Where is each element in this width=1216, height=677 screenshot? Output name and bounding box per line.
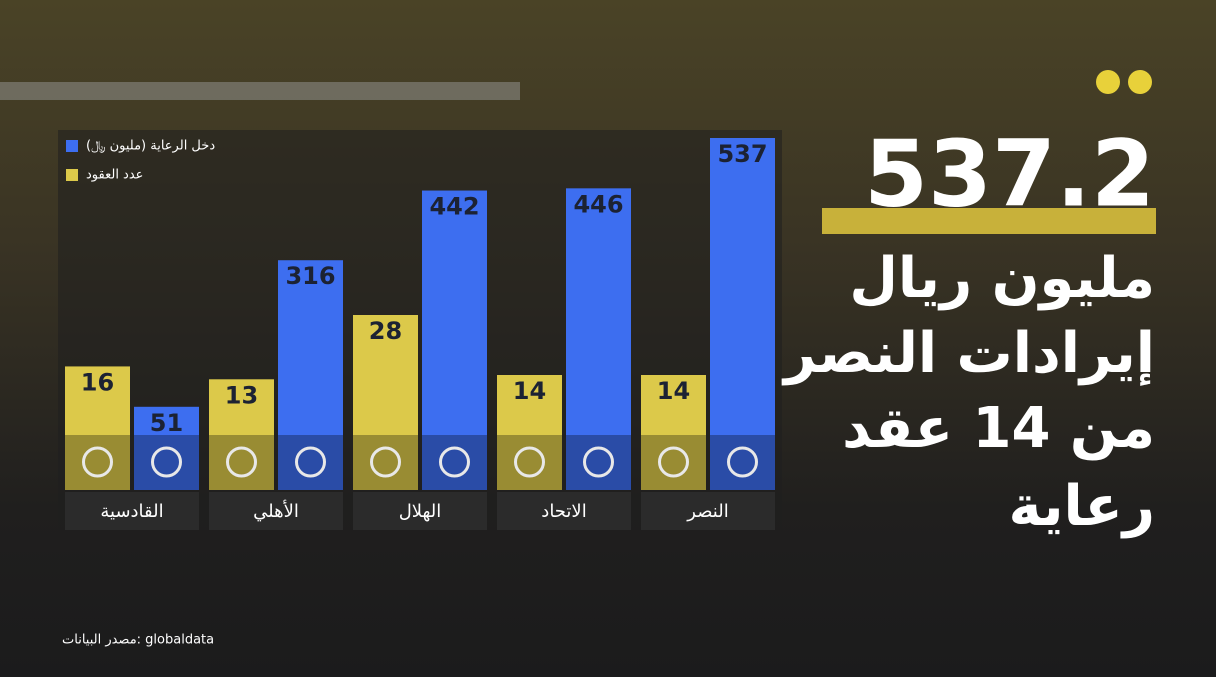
value-label: 51	[150, 409, 183, 437]
logo-band	[134, 435, 199, 490]
legend-label: دخل الرعاية (مليون ﷼)	[86, 139, 215, 154]
club-logo	[439, 446, 470, 478]
bar	[209, 379, 274, 490]
value-label: 446	[573, 190, 623, 218]
legend-swatch	[66, 140, 78, 152]
value-label: 13	[225, 381, 258, 409]
headline-number: 537.2	[864, 120, 1155, 227]
value-label: 442	[429, 193, 479, 221]
label-box	[209, 492, 343, 530]
logo-band	[353, 435, 418, 490]
logo-band	[422, 435, 487, 490]
bar	[353, 315, 418, 490]
bar	[65, 366, 130, 490]
value-label: 28	[369, 317, 402, 345]
value-label: 14	[657, 377, 690, 405]
category-label: القادسية	[100, 501, 163, 522]
dot	[1128, 70, 1152, 94]
logo-band	[497, 435, 562, 490]
dot	[1096, 70, 1120, 94]
club-logo	[370, 446, 401, 478]
logo-band	[641, 435, 706, 490]
bar	[710, 138, 775, 490]
club-logo	[514, 446, 545, 478]
legend-swatch	[66, 169, 78, 181]
goal-post	[0, 82, 520, 100]
logo-band	[710, 435, 775, 490]
value-label: 14	[513, 377, 546, 405]
club-logo	[151, 446, 182, 478]
category-label: النصر	[686, 501, 728, 522]
label-box	[641, 492, 775, 530]
bar	[566, 188, 631, 491]
logo-band	[566, 435, 631, 490]
bar	[641, 375, 706, 490]
club-logo	[583, 446, 614, 478]
label-box	[65, 492, 199, 530]
bar	[422, 190, 487, 490]
label-box	[353, 492, 487, 530]
logo-band	[209, 435, 274, 490]
club-logo	[727, 446, 758, 478]
value-label: 16	[81, 368, 114, 396]
headline-line: من 14 عقد	[842, 396, 1155, 461]
highlight-bar	[822, 208, 1156, 234]
bar	[497, 375, 562, 490]
category-label: الاتحاد	[541, 501, 586, 522]
value-label: 537	[717, 140, 767, 168]
club-logo	[295, 446, 326, 478]
legend-label: عدد العقود	[86, 168, 143, 183]
club-logo	[658, 446, 689, 478]
logo-band	[278, 435, 343, 490]
source: مصدر البيانات: globaldata	[62, 633, 214, 648]
category-label: الهلال	[399, 501, 442, 522]
label-box	[497, 492, 631, 530]
headline-line: رعاية	[1008, 474, 1155, 539]
value-label: 316	[285, 262, 335, 290]
category-label: الأهلي	[253, 500, 299, 522]
headline-line: إيرادات النصر	[781, 321, 1155, 386]
club-logo	[82, 446, 113, 478]
bar	[278, 260, 343, 490]
club-logo	[226, 446, 257, 478]
logo-band	[65, 435, 130, 490]
headline-line: مليون ريال	[849, 246, 1155, 311]
